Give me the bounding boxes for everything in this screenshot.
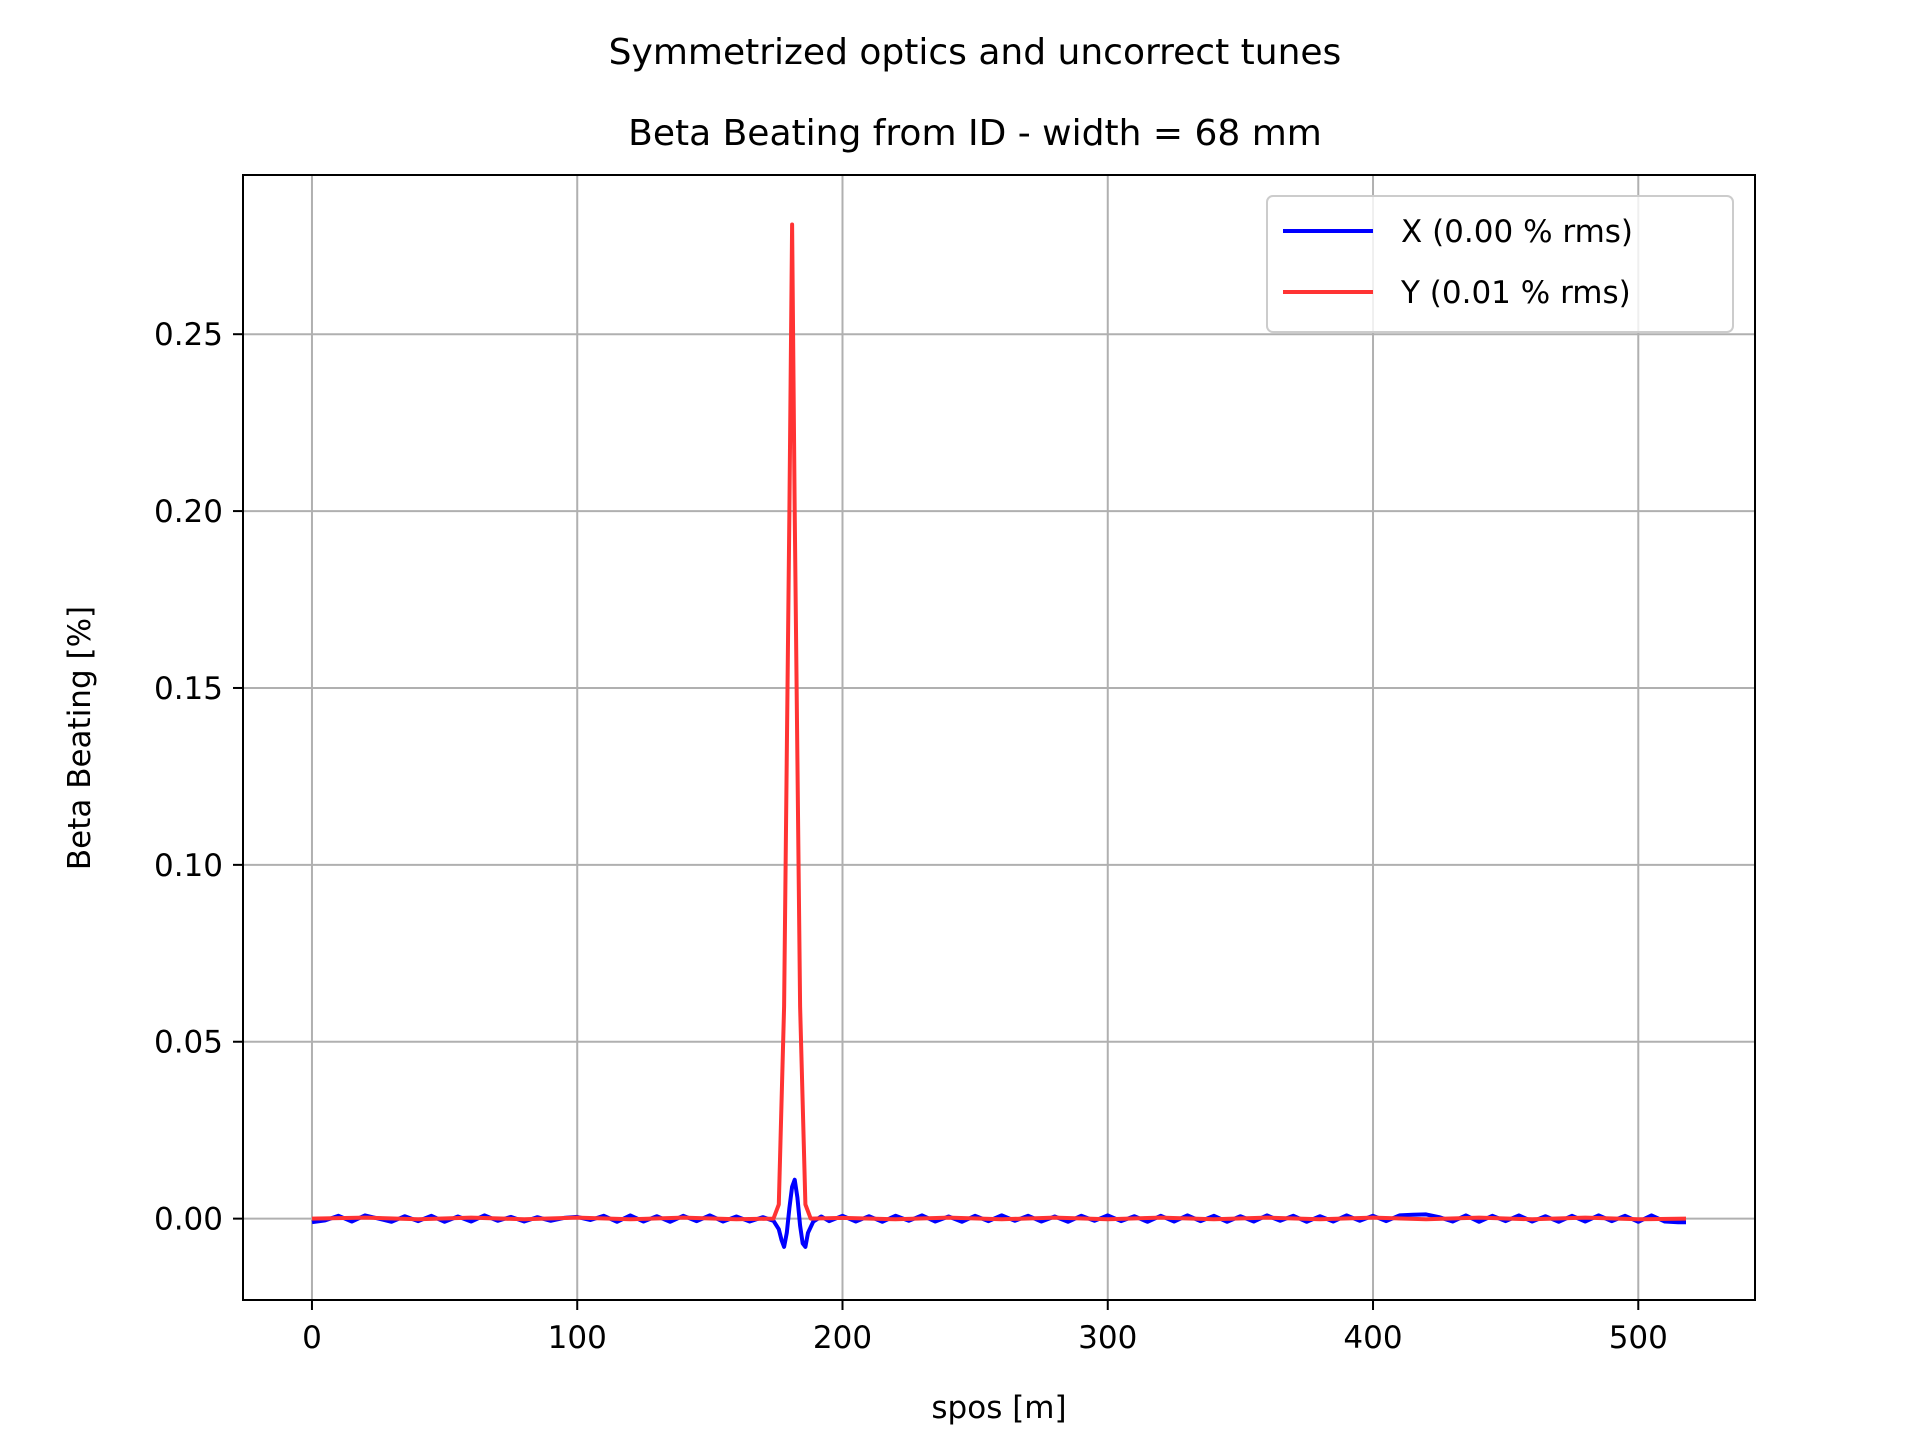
plot-background bbox=[243, 175, 1755, 1300]
x-tick-label: 200 bbox=[813, 1320, 872, 1356]
y-tick-label: 0.10 bbox=[154, 848, 223, 884]
series-layer bbox=[311, 222, 1687, 1249]
y-tick-label: 0.15 bbox=[154, 671, 223, 707]
y-tick-label: 0.25 bbox=[154, 317, 223, 353]
chart-title: Beta Beating from ID - width = 68 mm bbox=[628, 113, 1322, 154]
series-y-line bbox=[311, 222, 1687, 1222]
axis-ticks: 0 100 200 300 400 500 0.00 0.05 0.10 0.15 0.20 0.25 bbox=[154, 317, 1668, 1356]
x-tick-label: 100 bbox=[548, 1320, 607, 1356]
x-tick-label: 400 bbox=[1343, 1320, 1402, 1356]
legend-box bbox=[1266, 195, 1734, 333]
y-axis-label: Beta Beating [%] bbox=[62, 606, 98, 870]
grid-lines bbox=[243, 175, 1755, 1300]
x-tick-label: 0 bbox=[302, 1320, 322, 1356]
x-tick-label: 500 bbox=[1609, 1320, 1668, 1356]
x-tick-label: 300 bbox=[1078, 1320, 1137, 1356]
plot-area: 0 100 200 300 400 500 0.00 0.05 0.10 0.15 0.20 0.25 bbox=[154, 174, 1756, 1356]
y-tick-label: 0.00 bbox=[154, 1202, 223, 1238]
legend: X (0.00 % rms) Y (0.01 % rms) bbox=[1266, 195, 1734, 333]
y-tick-label: 0.20 bbox=[154, 494, 223, 530]
y-tick-label: 0.05 bbox=[154, 1025, 223, 1061]
figure-suptitle: Symmetrized optics and uncorrect tunes bbox=[609, 32, 1342, 73]
legend-label-y: Y (0.01 % rms) bbox=[1400, 275, 1631, 311]
x-axis-label: spos [m] bbox=[931, 1390, 1066, 1426]
legend-label-x: X (0.00 % rms) bbox=[1401, 214, 1633, 250]
axes-frame bbox=[242, 174, 1756, 1301]
